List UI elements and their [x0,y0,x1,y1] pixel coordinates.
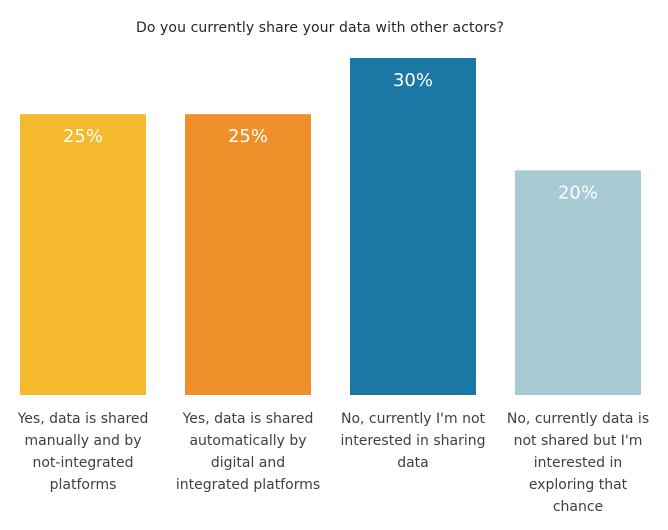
category-label-line: platforms [49,477,117,493]
category-label-line: automatically by [189,433,307,449]
category-label-line: exploring that [528,477,628,493]
bar-4 [515,170,641,395]
category-label-line: Yes, data is shared [182,411,314,427]
category-label-line: Yes, data is shared [17,411,149,427]
value-label-4: 20% [558,182,598,203]
category-label-line: interested in sharing [340,433,486,449]
category-label-line: data [397,455,429,471]
category-label-line: manually and by [24,433,142,449]
value-label-2: 25% [228,126,268,147]
category-label-line: digital and [210,455,286,471]
category-label-line: not shared but I'm [513,433,643,449]
bar-2 [185,114,311,396]
category-label-line: No, currently I'm not [340,411,486,427]
bar-1 [20,114,146,396]
category-label-1: Yes, data is shared manually and by not-in… [8,408,158,496]
category-label-3: No, currently I'm not interested in shari… [338,408,488,474]
bar-3 [350,58,476,395]
category-label-line: integrated platforms [175,477,321,493]
category-label-line: not-integrated [32,455,134,471]
value-label-1: 25% [63,126,103,147]
category-label-line: No, currently data is [506,411,650,427]
value-label-3: 30% [393,70,433,91]
category-label-line: chance [552,499,604,515]
category-label-line: interested in [533,455,623,471]
chart-title: Do you currently share your data with ot… [135,20,505,36]
category-label-4: No, currently data is not shared but I'm i… [503,408,653,518]
category-label-2: Yes, data is shared automatically by digit… [173,408,323,496]
